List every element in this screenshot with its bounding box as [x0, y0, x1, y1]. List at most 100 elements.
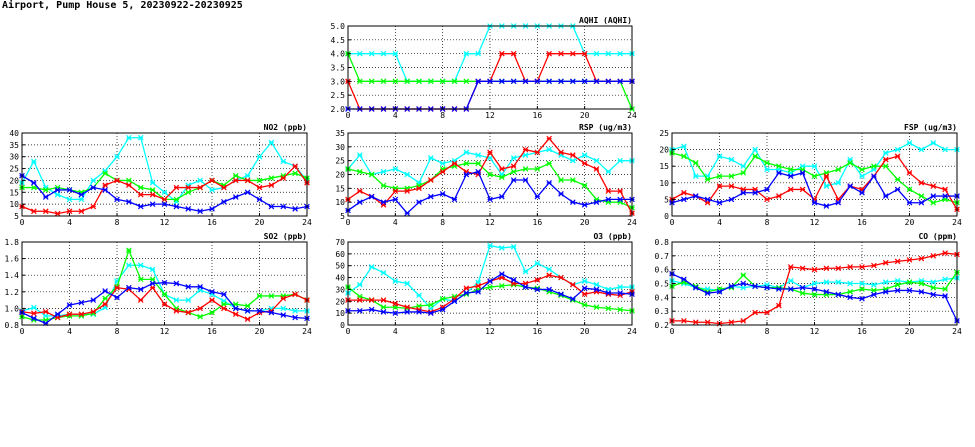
data-point: [581, 160, 588, 167]
data-point: [232, 194, 239, 200]
data-point: [114, 196, 120, 203]
data-point: [617, 290, 623, 296]
data-point: [357, 152, 363, 158]
x-tick-label: 8: [440, 327, 445, 336]
data-point: [280, 158, 287, 165]
data-point: [871, 262, 877, 269]
data-point: [728, 183, 735, 189]
data-point: [66, 302, 73, 308]
data-point: [463, 290, 470, 296]
x-tick-label: 8: [440, 111, 445, 120]
data-point: [799, 170, 806, 176]
data-point: [428, 310, 434, 316]
x-tick-label: 24: [952, 218, 962, 227]
data-point: [368, 50, 375, 57]
data-point: [871, 282, 877, 288]
x-tick-label: 16: [207, 218, 217, 227]
data-point: [499, 174, 505, 181]
data-point: [942, 286, 948, 292]
y-tick-label: 3.0: [331, 77, 346, 86]
chart-title: RSP (ug/m3): [579, 123, 632, 132]
x-tick-label: 0: [20, 327, 25, 336]
data-point: [487, 242, 493, 249]
data-point: [918, 255, 925, 262]
data-point: [581, 285, 588, 292]
data-point: [428, 302, 434, 308]
y-tick-label: 25: [9, 165, 19, 174]
data-point: [752, 146, 758, 153]
data-point: [681, 276, 687, 283]
data-point: [487, 278, 493, 284]
data-point: [787, 277, 794, 284]
y-tick-label: 25: [335, 157, 345, 166]
data-point: [617, 306, 623, 313]
data-point: [209, 187, 215, 193]
data-point: [882, 279, 889, 285]
x-tick-label: 0: [346, 111, 351, 120]
y-tick-label: 4.0: [331, 50, 346, 59]
data-point: [859, 166, 865, 173]
data-point: [605, 50, 612, 57]
data-point: [871, 163, 877, 170]
data-point: [593, 166, 600, 172]
data-point: [617, 78, 623, 85]
data-point: [534, 149, 541, 156]
y-tick-label: 35: [335, 129, 345, 138]
data-point: [522, 268, 529, 275]
data-point: [752, 153, 758, 160]
data-point: [161, 196, 168, 203]
data-point: [692, 160, 699, 166]
y-tick-label: 20: [659, 146, 669, 155]
data-point: [197, 184, 203, 191]
x-tick-label: 16: [857, 327, 867, 336]
data-point: [475, 78, 481, 85]
data-point: [31, 179, 37, 186]
data-point: [54, 191, 61, 198]
data-point: [894, 146, 901, 153]
data-point: [894, 282, 901, 288]
data-point: [244, 189, 251, 196]
data-point: [197, 313, 203, 320]
data-point: [137, 184, 144, 191]
data-point: [581, 78, 588, 85]
data-point: [54, 210, 61, 217]
data-point: [716, 173, 723, 179]
data-point: [31, 158, 37, 165]
x-tick-label: 24: [302, 327, 312, 336]
data-point: [605, 78, 612, 85]
data-point: [546, 266, 552, 273]
data-point: [859, 264, 865, 270]
data-point: [31, 208, 37, 215]
data-point: [847, 160, 853, 166]
data-point: [232, 311, 239, 318]
data-point: [558, 274, 564, 281]
data-point: [392, 196, 399, 203]
data-point: [681, 318, 687, 324]
data-point: [268, 182, 275, 188]
data-point: [357, 281, 363, 288]
data-point: [149, 201, 156, 207]
data-point: [197, 283, 203, 290]
data-point: [605, 290, 612, 296]
data-point: [380, 270, 387, 276]
x-tick-label: 12: [810, 327, 820, 336]
data-point: [499, 166, 505, 172]
data-point: [499, 271, 505, 277]
series-3: [19, 172, 310, 215]
data-point: [185, 206, 192, 212]
y-tick-label: 1.4: [5, 271, 20, 280]
data-point: [428, 155, 434, 161]
data-point: [918, 288, 925, 295]
data-point: [522, 146, 529, 153]
data-point: [256, 308, 263, 314]
data-point: [451, 160, 458, 167]
data-point: [126, 247, 132, 254]
data-point: [416, 185, 422, 192]
data-point: [617, 157, 623, 164]
data-point: [823, 173, 830, 179]
data-point: [380, 50, 387, 57]
data-point: [475, 168, 481, 175]
data-point: [882, 193, 889, 199]
